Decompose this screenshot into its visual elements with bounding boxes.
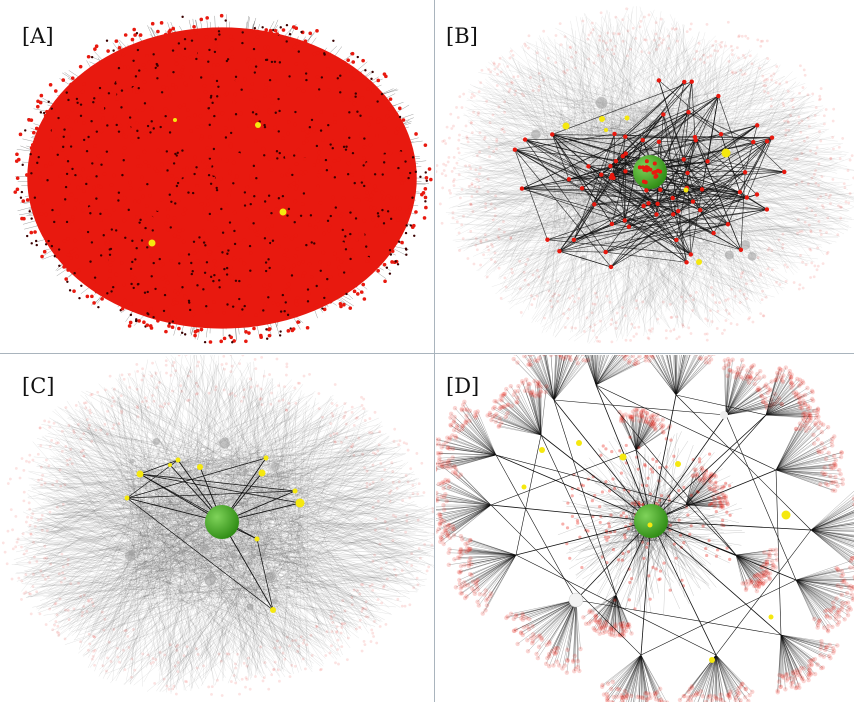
highlight-node-a: [279, 208, 287, 216]
fan-cluster-d: [581, 594, 634, 639]
hub-node-d: [634, 504, 668, 538]
vertical-divider: [434, 0, 435, 702]
highlight-node-d: [768, 614, 774, 620]
panel-b: [B]: [436, 0, 854, 352]
hub-node-b: [633, 155, 667, 189]
faded-nodes-c: [1, 355, 434, 697]
network-graph-d: [436, 355, 854, 702]
highlight-node-d: [619, 453, 627, 461]
highlight-node-b: [624, 115, 630, 121]
highlight-node-c: [124, 495, 130, 501]
white-hub-node-d: [568, 592, 584, 608]
network-graph-b: [436, 6, 854, 344]
highlight-node-a: [173, 118, 177, 122]
panel-b-label: [B]: [446, 24, 478, 48]
highlight-node-d: [521, 484, 527, 490]
highlight-node-d: [576, 440, 582, 446]
fan-cluster-d: [677, 654, 755, 702]
fan-cluster-d: [599, 654, 670, 702]
highlight-node-a: [148, 239, 156, 247]
fan-cluster-d: [584, 355, 649, 386]
panel-c: [C]: [0, 355, 434, 702]
highlight-node-c: [292, 488, 298, 494]
highlight-node-d: [709, 657, 715, 663]
highlight-node-c: [136, 470, 144, 478]
fan-cluster-d: [485, 377, 549, 436]
fan-cluster-d: [644, 355, 716, 396]
highlight-node-d: [647, 522, 653, 528]
faded-nodes-b: [436, 7, 854, 344]
fan-cluster-d: [775, 634, 840, 695]
fan-cluster-d: [795, 558, 854, 634]
highlight-node-c: [254, 536, 260, 542]
panel-a: [A]: [0, 0, 434, 352]
highlight-node-c: [258, 469, 266, 477]
highlight-node-b: [696, 259, 702, 265]
highlight-node-c: [295, 498, 305, 508]
fan-cluster-d: [504, 599, 583, 675]
cluster-links-d: [490, 384, 812, 656]
panel-a-label: [A]: [22, 24, 54, 48]
highlight-node-d: [781, 510, 791, 520]
grey-hubs-c: [125, 437, 280, 611]
network-graph-a: [13, 13, 433, 344]
fan-cluster-d: [765, 365, 821, 421]
fan-cluster-d: [617, 406, 673, 451]
highlight-node-b: [599, 116, 605, 122]
highlight-node-c: [197, 464, 203, 470]
fan-cluster-d: [446, 533, 517, 616]
highlight-node-b: [683, 187, 689, 193]
fan-cluster-d: [436, 461, 492, 547]
hub-node-c: [205, 505, 239, 539]
fan-cluster-d: [436, 399, 497, 473]
hub-edges-c: [126, 457, 301, 611]
panel-d: [D]: [436, 355, 854, 702]
panel-d-label: [D]: [446, 374, 480, 398]
highlight-node-b: [721, 148, 731, 158]
fan-cluster-d: [810, 490, 854, 567]
network-graph-c: [1, 355, 434, 697]
highlight-node-c: [168, 463, 172, 467]
panel-c-label: [C]: [22, 374, 55, 398]
highlight-node-d: [539, 447, 545, 453]
highlight-node-c: [175, 457, 181, 463]
highlight-node-b: [562, 122, 570, 130]
background-edges-c: [11, 355, 434, 694]
highlight-node-c: [270, 607, 276, 613]
highlight-node-b: [604, 128, 608, 132]
fan-cluster-d: [721, 356, 785, 416]
horizontal-divider: [0, 353, 854, 354]
white-hub-node-d: [720, 411, 728, 419]
fan-cluster-d: [511, 355, 591, 401]
highlight-node-c: [263, 455, 269, 461]
fan-cluster-d: [775, 411, 845, 493]
nodes-a: [13, 13, 433, 344]
highlight-node-d: [675, 461, 681, 467]
highlight-node-a: [255, 122, 261, 128]
